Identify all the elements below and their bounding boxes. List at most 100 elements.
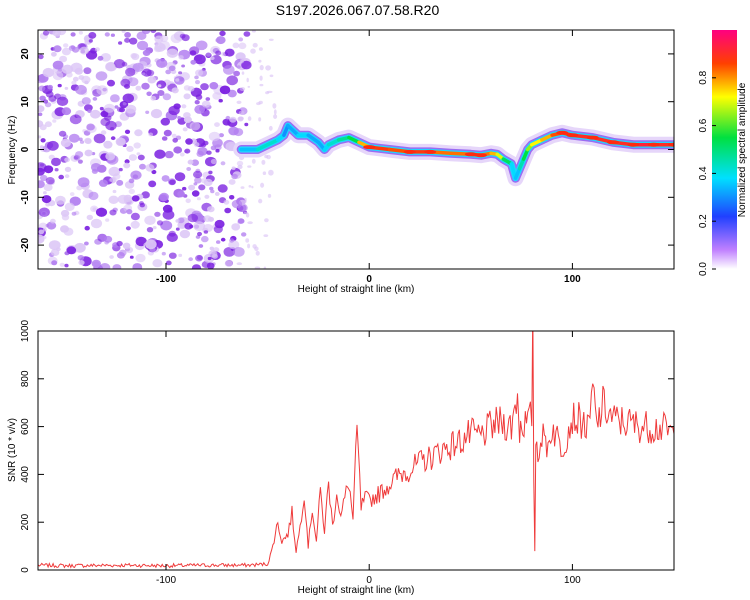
noise-speckle xyxy=(125,67,136,77)
noise-speckle xyxy=(259,64,264,71)
y-tick-label: 10 xyxy=(20,96,31,108)
noise-speckle xyxy=(263,266,267,269)
noise-speckle xyxy=(228,179,236,185)
noise-speckle xyxy=(189,46,200,55)
noise-speckle xyxy=(251,158,256,164)
noise-speckle xyxy=(220,161,226,166)
noise-speckle xyxy=(244,122,249,127)
noise-speckle xyxy=(181,104,187,109)
noise-speckle xyxy=(40,211,48,217)
noise-speckle xyxy=(251,185,254,189)
noise-speckle xyxy=(152,259,163,268)
noise-speckle xyxy=(52,71,64,81)
noise-speckle xyxy=(196,197,201,201)
noise-speckle xyxy=(99,263,111,269)
noise-speckle xyxy=(188,184,196,191)
y-tick-label: 0 xyxy=(20,146,31,152)
noise-speckle xyxy=(132,263,143,269)
noise-speckle xyxy=(116,179,124,186)
noise-speckle xyxy=(273,114,278,119)
noise-speckle xyxy=(83,67,92,75)
noise-speckle xyxy=(248,185,252,188)
noise-speckle xyxy=(92,97,98,101)
colorbar-tick-label: 0.0 xyxy=(698,262,709,276)
noise-speckle xyxy=(259,75,263,81)
noise-speckle xyxy=(44,121,52,128)
snr-series-layer xyxy=(38,331,674,569)
noise-speckle xyxy=(191,264,202,269)
noise-speckle xyxy=(197,231,202,237)
noise-speckle xyxy=(268,38,274,41)
noise-speckle xyxy=(124,159,130,164)
noise-speckle xyxy=(175,219,180,223)
noise-speckle xyxy=(139,203,145,208)
noise-speckle xyxy=(114,105,119,109)
noise-speckle xyxy=(205,52,211,57)
noise-speckle xyxy=(104,103,115,113)
noise-speckle xyxy=(195,80,200,85)
noise-speckle xyxy=(196,150,204,157)
noise-speckle-region xyxy=(38,30,278,269)
noise-speckle xyxy=(187,159,194,165)
noise-speckle xyxy=(88,39,93,43)
spectrogram-x-axis-label: Height of straight line (km) xyxy=(298,284,415,295)
noise-speckle xyxy=(64,174,70,179)
noise-speckle xyxy=(88,32,97,39)
noise-speckle xyxy=(128,188,135,194)
noise-speckle xyxy=(194,104,206,114)
noise-speckle xyxy=(38,234,45,244)
noise-speckle xyxy=(79,140,85,144)
noise-speckle xyxy=(130,53,137,59)
noise-speckle xyxy=(108,195,119,204)
noise-speckle xyxy=(128,178,135,184)
noise-speckle xyxy=(247,85,251,88)
noise-speckle xyxy=(38,75,46,84)
noise-speckle xyxy=(41,195,52,204)
noise-speckle xyxy=(229,195,235,200)
noise-speckle xyxy=(126,145,134,152)
noise-speckle xyxy=(203,230,209,234)
noise-speckle xyxy=(52,30,62,37)
ridge-peak xyxy=(668,142,674,147)
noise-speckle xyxy=(68,133,80,143)
noise-speckle xyxy=(163,129,172,137)
noise-speckle xyxy=(103,140,113,149)
noise-speckle xyxy=(50,218,56,224)
noise-speckle xyxy=(206,150,212,155)
noise-speckle xyxy=(38,229,45,235)
noise-speckle xyxy=(203,178,213,187)
noise-speckle xyxy=(104,240,109,245)
noise-speckle xyxy=(150,108,163,119)
noise-speckle xyxy=(148,180,157,188)
noise-speckle xyxy=(100,110,109,118)
noise-speckle xyxy=(43,99,49,104)
noise-speckle xyxy=(64,157,70,163)
noise-speckle xyxy=(165,260,172,266)
noise-speckle xyxy=(105,120,117,131)
noise-speckle xyxy=(115,137,126,147)
noise-speckle xyxy=(160,220,173,231)
noise-speckle xyxy=(64,202,75,211)
ridge-peak xyxy=(566,133,579,138)
noise-speckle xyxy=(244,197,247,203)
noise-speckle xyxy=(239,87,246,91)
noise-speckle xyxy=(130,212,140,221)
noise-speckle xyxy=(245,238,250,243)
noise-speckle xyxy=(236,65,241,69)
noise-speckle xyxy=(105,62,116,71)
noise-speckle xyxy=(252,42,258,48)
noise-speckle xyxy=(38,85,46,92)
noise-speckle xyxy=(195,94,203,100)
noise-speckle xyxy=(74,242,86,253)
noise-speckle xyxy=(198,184,206,191)
noise-speckle xyxy=(144,215,156,225)
noise-speckle xyxy=(177,221,187,229)
noise-speckle xyxy=(164,150,174,159)
noise-speckle xyxy=(183,116,192,123)
noise-speckle xyxy=(268,169,274,176)
noise-speckle xyxy=(237,218,245,224)
noise-speckle xyxy=(216,240,221,244)
noise-speckle xyxy=(116,252,125,259)
